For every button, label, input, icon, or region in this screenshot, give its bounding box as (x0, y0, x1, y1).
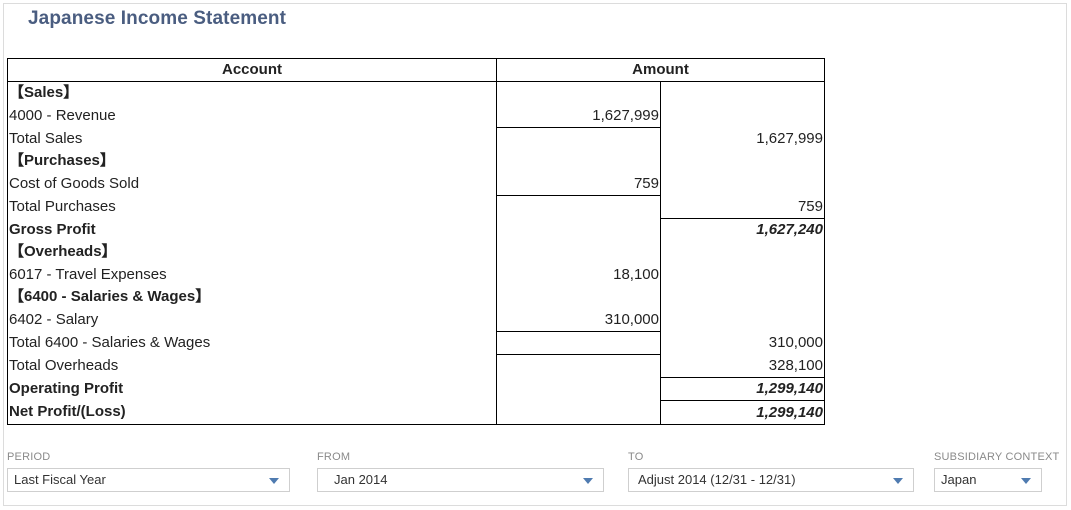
table-row: Total Purchases 759 (7, 195, 825, 219)
amount-detail-cell (496, 331, 661, 356)
account-cell: 6017 - Travel Expenses (7, 263, 497, 287)
account-cell: 【Purchases】 (7, 150, 497, 173)
amount-total-cell (660, 104, 825, 128)
amount-total-cell: 310,000 (660, 331, 825, 355)
table-row: Total 6400 - Salaries & Wages 310,000 (7, 331, 825, 356)
table-row: 4000 - Revenue 1,627,999 (7, 104, 825, 128)
amount-detail-cell (496, 218, 661, 242)
income-statement-table: Account Amount 【Sales】 4000 - Revenue 1,… (7, 58, 825, 425)
amount-total-cell: 1,299,140 (660, 400, 825, 425)
table-row: 【Sales】 (7, 81, 825, 105)
amount-total-cell (660, 172, 825, 196)
table-row: Total Sales 1,627,999 (7, 127, 825, 151)
table-row: Total Overheads 328,100 (7, 354, 825, 379)
amount-total-cell (660, 150, 825, 173)
account-cell: 【6400 - Salaries & Wages】 (7, 286, 497, 309)
amount-detail-cell: 1,627,999 (496, 104, 661, 128)
amount-total-cell (660, 241, 825, 264)
amount-detail-cell (496, 195, 661, 219)
amount-total-cell: 328,100 (660, 354, 825, 379)
amount-total-cell: 1,299,140 (660, 377, 825, 402)
amount-detail-cell (496, 286, 661, 309)
account-cell: 【Sales】 (7, 81, 497, 105)
amount-detail-cell (496, 400, 661, 425)
amount-total-cell: 1,627,999 (660, 127, 825, 151)
to-select[interactable]: Adjust 2014 (12/31 - 12/31) (628, 468, 914, 492)
from-label: FROM (317, 451, 351, 463)
amount-detail-cell (496, 354, 661, 378)
subsidiary-select[interactable]: Japan (934, 468, 1042, 492)
amount-detail-cell: 18,100 (496, 263, 661, 287)
table-row: Cost of Goods Sold 759 (7, 172, 825, 196)
account-cell: Total Sales (7, 127, 497, 151)
chevron-down-icon[interactable] (1021, 478, 1031, 484)
table-row: Operating Profit 1,299,140 (7, 377, 825, 402)
amount-detail-cell (496, 81, 661, 105)
table-row: 6017 - Travel Expenses 18,100 (7, 263, 825, 287)
to-value: Adjust 2014 (12/31 - 12/31) (638, 472, 796, 487)
table-row: Gross Profit 1,627,240 (7, 218, 825, 242)
amount-detail-cell (496, 377, 661, 401)
account-column-header: Account (7, 58, 497, 82)
table-row: 【Purchases】 (7, 150, 825, 173)
amount-total-cell (660, 308, 825, 332)
to-label: TO (628, 451, 644, 463)
report-title: Japanese Income Statement (28, 8, 287, 29)
chevron-down-icon[interactable] (583, 478, 593, 484)
account-cell: 4000 - Revenue (7, 104, 497, 128)
account-cell: Net Profit/(Loss) (7, 400, 497, 425)
chevron-down-icon[interactable] (269, 478, 279, 484)
amount-total-cell: 1,627,240 (660, 218, 825, 242)
subsidiary-value: Japan (941, 472, 977, 487)
table-row: 【Overheads】 (7, 241, 825, 264)
subsidiary-label: SUBSIDIARY CONTEXT (934, 451, 1060, 463)
table-header-row: Account Amount (7, 58, 825, 82)
account-cell: Total Overheads (7, 354, 497, 378)
amount-detail-cell (496, 241, 661, 264)
table-row: Net Profit/(Loss) 1,299,140 (7, 400, 825, 425)
amount-detail-cell: 759 (496, 172, 661, 196)
amount-total-cell (660, 286, 825, 309)
table-row: 【6400 - Salaries & Wages】 (7, 286, 825, 309)
period-label: PERIOD (7, 451, 51, 463)
amount-detail-cell (496, 127, 661, 151)
account-cell: 【Overheads】 (7, 241, 497, 264)
subsidiary-filter: SUBSIDIARY CONTEXT Japan (934, 451, 1060, 492)
amount-detail-cell (496, 150, 661, 173)
account-cell: Cost of Goods Sold (7, 172, 497, 196)
from-filter: FROM Jan 2014 (317, 451, 604, 492)
table-row: 6402 - Salary 310,000 (7, 308, 825, 332)
account-cell: Total 6400 - Salaries & Wages (7, 331, 497, 355)
amount-total-cell (660, 81, 825, 105)
account-cell: 6402 - Salary (7, 308, 497, 332)
account-cell: Gross Profit (7, 218, 497, 242)
to-filter: TO Adjust 2014 (12/31 - 12/31) (628, 451, 914, 492)
amount-total-cell (660, 263, 825, 287)
account-cell: Operating Profit (7, 377, 497, 401)
from-value: Jan 2014 (334, 472, 388, 487)
period-value: Last Fiscal Year (14, 472, 106, 487)
period-filter: PERIOD Last Fiscal Year (7, 451, 290, 492)
chevron-down-icon[interactable] (893, 478, 903, 484)
period-select[interactable]: Last Fiscal Year (7, 468, 290, 492)
amount-column-header: Amount (496, 58, 825, 82)
report-portlet (3, 3, 1067, 506)
amount-detail-cell: 310,000 (496, 308, 661, 332)
amount-total-cell: 759 (660, 195, 825, 219)
account-cell: Total Purchases (7, 195, 497, 219)
from-select[interactable]: Jan 2014 (317, 468, 604, 492)
